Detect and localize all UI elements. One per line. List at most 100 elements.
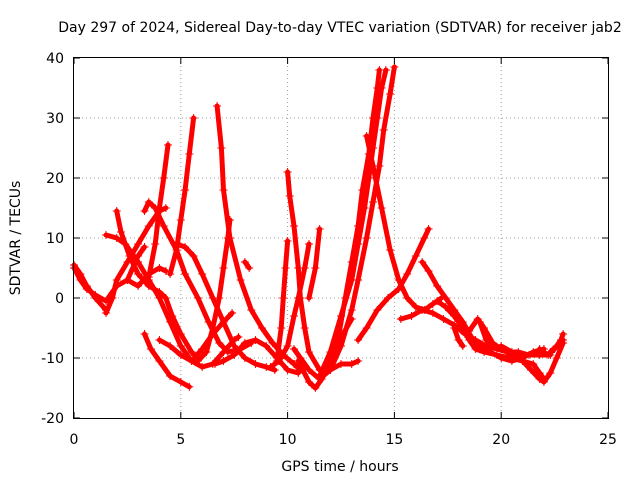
data-point — [315, 225, 324, 233]
data-point — [418, 306, 427, 314]
data-point — [337, 312, 345, 320]
data-point — [189, 114, 198, 122]
data-point — [411, 303, 420, 311]
x-tick-label: 5 — [176, 432, 185, 448]
data-point — [185, 150, 194, 158]
data-point — [354, 336, 363, 344]
data-point — [559, 336, 568, 344]
data-point — [411, 252, 420, 260]
data-point — [144, 273, 153, 281]
data-point — [450, 324, 459, 332]
data-point — [379, 126, 388, 134]
data-point — [215, 339, 224, 347]
data-point — [159, 174, 168, 182]
series-arc27 — [418, 258, 548, 365]
data-point — [155, 357, 164, 365]
data-point — [394, 285, 403, 293]
data-point — [193, 294, 202, 302]
data-point — [225, 234, 234, 242]
data-point — [172, 240, 181, 248]
data-point — [290, 222, 299, 230]
data-point — [304, 378, 313, 386]
y-axis-label: SDTVAR / TECUs — [8, 181, 24, 296]
data-point — [251, 360, 260, 368]
x-tick-label: 10 — [279, 432, 297, 448]
data-point — [166, 342, 175, 350]
data-point — [441, 294, 450, 302]
data-point — [251, 336, 260, 344]
data-point — [112, 234, 121, 242]
data-point — [488, 342, 497, 350]
data-point — [176, 378, 185, 386]
data-point — [112, 207, 121, 215]
data-point — [424, 267, 433, 275]
data-point — [217, 144, 226, 152]
data-point — [377, 84, 386, 92]
series-arc6 — [140, 330, 194, 391]
data-point — [390, 63, 399, 71]
data-point — [332, 342, 341, 350]
data-point — [116, 228, 125, 236]
data-point — [294, 264, 303, 272]
data-point — [268, 339, 277, 347]
series-arc4 — [112, 207, 202, 362]
data-point — [140, 330, 149, 338]
series-arc17 — [266, 240, 313, 371]
data-point — [326, 360, 335, 368]
data-point — [163, 141, 172, 149]
series-arc2 — [70, 264, 170, 305]
data-point — [161, 294, 170, 302]
data-point — [230, 342, 239, 350]
data-point — [187, 348, 196, 356]
data-point — [362, 234, 371, 242]
data-point — [234, 333, 243, 341]
data-point — [450, 312, 459, 320]
series-arc5 — [123, 243, 149, 284]
data-point — [290, 360, 299, 368]
series-arc7 — [144, 141, 172, 281]
series-arc15 — [240, 258, 254, 272]
data-point — [144, 222, 153, 230]
data-point — [354, 240, 363, 248]
data-point — [176, 342, 185, 350]
data-point — [454, 336, 463, 344]
x-axis-label: GPS time / hours — [281, 459, 398, 475]
data-point — [403, 294, 412, 302]
data-point — [428, 300, 437, 308]
data-point — [279, 294, 288, 302]
data-point — [219, 186, 228, 194]
data-point — [262, 342, 271, 350]
series-arc22 — [304, 225, 324, 302]
data-point — [339, 330, 348, 338]
data-point — [283, 168, 292, 176]
data-point — [482, 336, 491, 344]
data-point — [535, 345, 544, 353]
series-line — [167, 115, 197, 277]
data-series — [70, 63, 568, 392]
data-point — [155, 264, 164, 272]
data-point — [151, 240, 160, 248]
data-point — [181, 270, 190, 278]
axis-ticks: 0 5 10 15 20 25 -20 -10 0 10 20 30 40 — [41, 51, 617, 448]
data-point — [277, 324, 286, 332]
data-point — [275, 357, 284, 365]
data-point — [369, 198, 378, 206]
data-point — [347, 276, 356, 284]
series-arc23 — [326, 315, 356, 368]
data-point — [257, 324, 266, 332]
data-point — [529, 348, 538, 356]
data-point — [403, 270, 412, 278]
data-point — [546, 369, 555, 377]
data-point — [270, 366, 279, 374]
series-arc19 — [290, 63, 399, 383]
data-point — [176, 330, 185, 338]
series-line — [142, 199, 254, 355]
data-point — [362, 324, 371, 332]
series-arc34 — [546, 336, 568, 356]
data-point — [134, 240, 143, 248]
data-point — [290, 312, 299, 320]
x-tick-label: 25 — [599, 432, 617, 448]
chart-title: Day 297 of 2024, Sidereal Day-to-day VTE… — [58, 20, 621, 36]
series-line — [306, 226, 323, 301]
